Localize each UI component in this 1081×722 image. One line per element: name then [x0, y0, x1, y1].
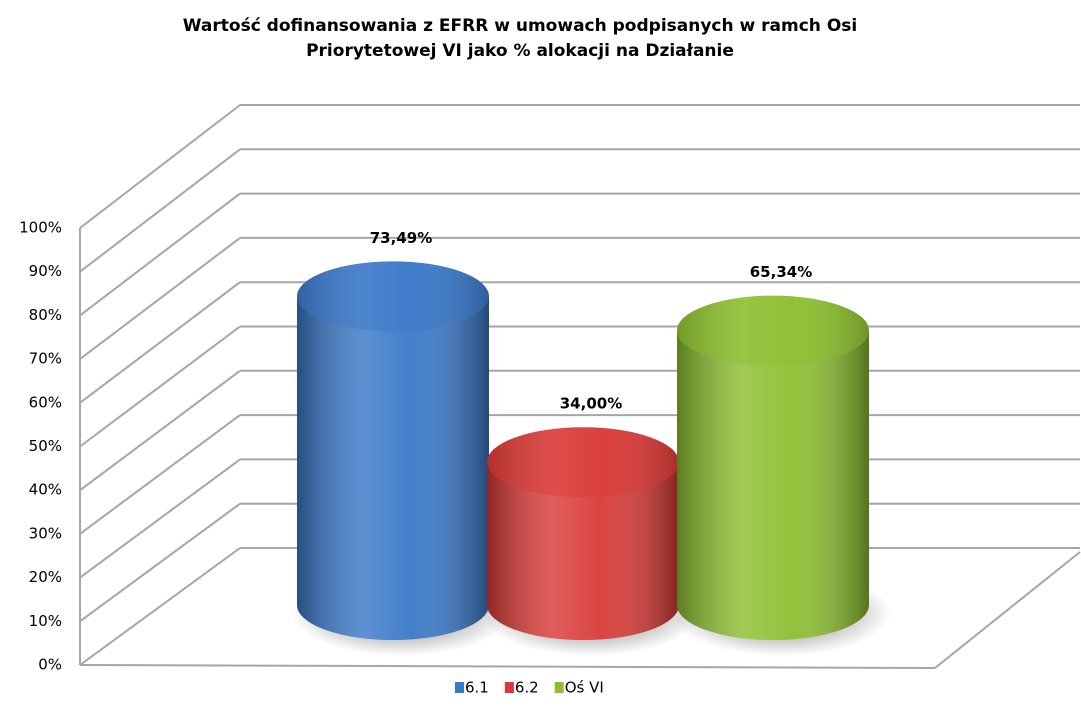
y-tick-label: 90% [29, 262, 62, 280]
grid-line [79, 502, 241, 623]
grid-line [79, 369, 241, 492]
cylinder-shade [677, 330, 869, 640]
value-label: 73,49% [370, 229, 432, 247]
legend-label: 6.2 [515, 679, 539, 697]
cylinder-shade [487, 462, 679, 640]
floor-right [934, 551, 1081, 669]
legend-label: 6.1 [465, 679, 489, 697]
value-label: 34,00% [560, 395, 622, 413]
y-tick-label: 50% [29, 437, 62, 455]
legend-swatch [504, 682, 514, 693]
legend-swatch [554, 682, 564, 693]
grid-line [79, 148, 241, 273]
grid-line [79, 547, 241, 666]
cylinder-top-shade [487, 427, 679, 498]
cylinder [677, 295, 869, 640]
floor-front [79, 664, 936, 669]
y-tick-label: 60% [29, 393, 62, 411]
cylinder-top-shade [677, 295, 869, 366]
cylinder [297, 261, 489, 640]
value-label: 65,34% [750, 263, 812, 281]
y-tick-label: 20% [29, 568, 62, 586]
grid-line [79, 458, 241, 579]
y-tick-label: 30% [29, 524, 62, 542]
grid-line [79, 281, 241, 404]
grid-line [79, 325, 241, 448]
y-tick-label: 100% [19, 219, 62, 237]
y-tick-label: 0% [38, 656, 62, 674]
legend-label: Oś VI [565, 679, 604, 697]
y-tick-label: 40% [29, 481, 62, 499]
grid-line [79, 104, 241, 229]
y-tick-label: 80% [29, 306, 62, 324]
grid-line [79, 192, 241, 317]
legend-swatch [455, 682, 464, 693]
grid-line [79, 414, 241, 535]
y-tick-label: 10% [29, 612, 62, 630]
cylinder [487, 427, 679, 640]
cylinder-shade [297, 296, 489, 640]
chart-title: Wartość dofinansowania z EFRR w umowach … [182, 16, 858, 61]
y-tick-label: 70% [29, 350, 62, 368]
cylinder-top-shade [297, 261, 489, 332]
grid-line [79, 237, 241, 360]
